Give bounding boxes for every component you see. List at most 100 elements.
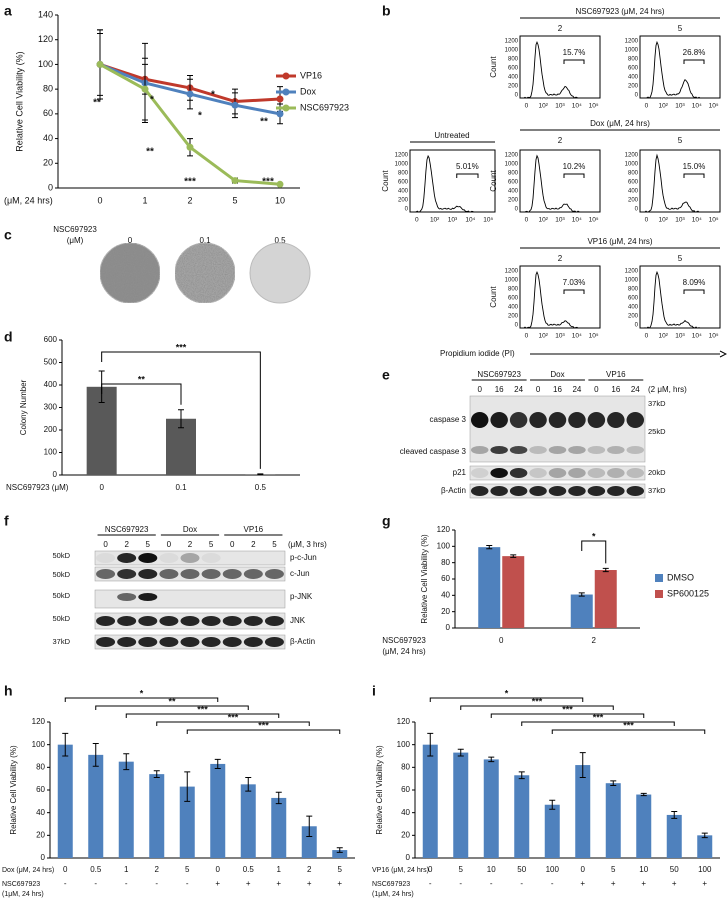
x-tick-label: 10³ <box>448 217 458 224</box>
x-tick-label: + <box>337 879 342 888</box>
point <box>276 95 284 103</box>
bracket <box>64 697 219 702</box>
significance: * <box>592 531 596 541</box>
band <box>607 412 625 428</box>
significance: *** <box>623 720 634 730</box>
band <box>222 637 242 647</box>
y-tick-label: 0 <box>635 323 639 329</box>
y-tick-label: 1200 <box>505 269 519 275</box>
band <box>243 569 263 579</box>
x-tick-label: 10³ <box>555 333 565 340</box>
band <box>626 468 645 478</box>
significance: *** <box>197 704 208 714</box>
band <box>264 569 284 579</box>
y-tick-label: 1200 <box>395 153 409 159</box>
band <box>587 486 606 496</box>
y-tick-label: 1000 <box>505 278 519 284</box>
error-bar <box>257 473 264 476</box>
gate-percent: 26.8% <box>683 48 706 57</box>
bar <box>301 826 317 858</box>
x-tick-label: - <box>155 879 158 888</box>
x-tick-label: + <box>307 879 312 888</box>
x-tick-label: 50 <box>517 865 526 874</box>
significance: * <box>150 95 154 106</box>
band <box>180 553 200 563</box>
bracket <box>125 713 280 718</box>
x-tick-label: + <box>702 879 707 888</box>
x-tick-label: - <box>429 879 432 888</box>
y-tick-label: 40 <box>36 808 45 817</box>
y-axis-label: Count <box>489 56 498 78</box>
band <box>568 486 586 496</box>
group-title: Untreated <box>434 131 469 140</box>
x-tick-label: + <box>276 879 281 888</box>
x-tick-label: 10⁵ <box>483 217 493 224</box>
x-tick-label: 10² <box>538 217 548 224</box>
y-axis-label: Relative Cell Viability (%) <box>420 534 429 624</box>
y-tick-label: 120 <box>437 525 451 534</box>
x-tick-label: 10² <box>538 103 548 110</box>
y-tick-label: 600 <box>508 296 519 302</box>
bracket <box>551 729 706 734</box>
band <box>264 616 284 626</box>
point <box>231 177 239 185</box>
x-tick-label: 10 <box>487 865 496 874</box>
error-bar <box>602 567 609 573</box>
gate-bracket <box>683 173 705 178</box>
bar <box>422 744 438 858</box>
band <box>490 446 508 454</box>
band <box>548 412 567 428</box>
x-axis-label: (μM, 24 hrs) <box>4 195 53 205</box>
y-tick-label: 40 <box>401 808 410 817</box>
band-label: p21 <box>453 468 467 477</box>
panel-label: e <box>382 367 390 383</box>
band <box>201 616 221 626</box>
band <box>138 616 158 626</box>
y-tick-label: 200 <box>628 314 639 320</box>
point <box>276 180 284 188</box>
x-tick-label: 10⁴ <box>692 217 702 224</box>
condition-label: NSC697923 <box>53 225 97 234</box>
band-label: p-JNK <box>290 592 313 601</box>
x-tick-label: 10⁵ <box>589 333 599 340</box>
band <box>509 412 528 428</box>
y-tick-label: 600 <box>628 180 639 186</box>
y-axis-label: Relative Cell Viability (%) <box>9 745 18 835</box>
x-tick-label: 5 <box>185 865 190 874</box>
significance: ** <box>93 98 101 109</box>
x-tick-label: 10³ <box>675 333 685 340</box>
x-tick-label: 0.1 <box>175 483 187 492</box>
row-label: NSC697923 <box>2 881 40 888</box>
x-tick-label: 100 <box>698 865 712 874</box>
dose-label: 2 <box>558 254 563 263</box>
y-axis-label: Count <box>381 170 390 192</box>
band <box>138 593 158 601</box>
band <box>626 446 645 454</box>
x-tick-label: 10 <box>275 195 285 205</box>
gate-bracket <box>563 173 585 178</box>
size-marker: 50kD <box>52 551 70 560</box>
x-tick-label: + <box>641 879 646 888</box>
y-tick-label: 1000 <box>625 162 639 168</box>
band <box>626 412 645 428</box>
group-title: Dox (μM, 24 hrs) <box>590 119 650 128</box>
x-tick-label: 10⁴ <box>465 217 475 224</box>
y-tick-label: 300 <box>44 403 58 412</box>
histogram <box>520 271 600 329</box>
x-tick-label: - <box>64 879 67 888</box>
x-tick-label: 5 <box>611 865 616 874</box>
error-bar <box>427 732 434 757</box>
legend-label: SP600125 <box>667 588 709 598</box>
band <box>587 412 606 428</box>
x-tick-label: + <box>215 879 220 888</box>
y-tick-label: 600 <box>398 180 409 186</box>
bracket <box>101 351 261 469</box>
band <box>180 616 200 626</box>
legend-swatch <box>655 574 663 582</box>
band <box>509 468 528 478</box>
group-title: VP16 (μM, 24 hrs) <box>587 237 652 246</box>
y-tick-label: 20 <box>36 830 45 839</box>
panel-label: c <box>4 227 12 243</box>
y-tick-label: 500 <box>44 358 58 367</box>
row-label: NSC697923 <box>372 881 410 888</box>
